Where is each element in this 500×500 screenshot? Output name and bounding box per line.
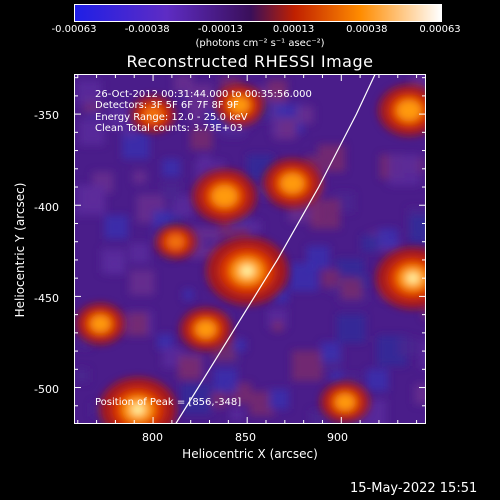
background-texture-cell	[420, 340, 426, 369]
background-texture-cell	[272, 321, 284, 332]
background-texture-cell	[75, 368, 89, 383]
y-tick-label: -350	[34, 109, 59, 122]
background-texture-cell	[291, 350, 323, 381]
emission-source	[406, 272, 420, 284]
background-texture-cell	[320, 342, 341, 362]
emission-source	[167, 234, 184, 249]
y-tick-label: -400	[34, 201, 59, 214]
background-texture-cell	[267, 79, 288, 100]
background-texture-cell	[361, 235, 379, 252]
background-texture-cell	[190, 127, 213, 150]
x-axis-label: Heliocentric X (arcsec)	[182, 447, 318, 461]
background-texture-cell	[109, 104, 133, 129]
colorbar-tick-label: 0.00038	[346, 24, 388, 35]
background-texture-cell	[268, 389, 289, 410]
background-texture-cell	[398, 337, 418, 357]
peak-position-text: Position of Peak = [856,-348]	[95, 397, 242, 408]
background-texture-cell	[152, 210, 172, 230]
background-texture-cell	[378, 228, 398, 249]
colorbar	[74, 4, 442, 22]
background-texture-cell	[248, 220, 262, 234]
background-texture-cell	[213, 368, 238, 393]
heatmap-plot	[74, 74, 426, 424]
timestamp: 15-May-2022 15:51	[350, 481, 478, 496]
background-texture-cell	[203, 237, 216, 249]
background-texture-cell	[366, 369, 389, 391]
background-texture-cell	[310, 410, 330, 424]
emission-source	[239, 264, 255, 277]
emission-source	[90, 315, 111, 332]
background-texture-cell	[321, 269, 340, 288]
y-axis-label: Heliocentric Y (arcsec)	[13, 182, 27, 318]
info-line-detectors: Detectors: 3F 5F 6F 7F 8F 9F	[95, 100, 239, 111]
emission-source	[131, 403, 145, 416]
background-texture-cell	[351, 420, 363, 424]
x-tick-label: 800	[142, 431, 163, 444]
emission-source	[211, 185, 238, 207]
info-line-energy: Energy Range: 12.0 - 25.0 keV	[95, 112, 248, 123]
background-texture-cell	[177, 357, 201, 380]
solar-limb-line	[175, 74, 376, 424]
background-texture-cell	[161, 183, 181, 202]
emission-source	[396, 100, 422, 121]
background-texture-cell	[162, 347, 183, 368]
background-texture-cell	[317, 144, 346, 172]
info-line-time: 26-Oct-2012 00:31:44.000 to 00:35:56.000	[95, 89, 312, 100]
background-texture-cell	[129, 270, 155, 295]
emission-source	[195, 320, 217, 338]
background-texture-cell	[295, 106, 314, 124]
background-texture-cell	[306, 245, 330, 269]
colorbar-gradient	[75, 5, 441, 21]
background-texture-cell	[230, 408, 244, 422]
plot-title: Reconstructed RHESSI Image	[126, 52, 374, 71]
background-texture-cell	[129, 243, 150, 264]
x-tick-label: 900	[327, 431, 348, 444]
emission-source	[144, 106, 162, 122]
background-texture-cell	[409, 215, 426, 244]
emission-source	[229, 96, 250, 114]
colorbar-unit-label: (photons cm⁻² s⁻¹ asec⁻²)	[195, 38, 325, 49]
colorbar-tick-label: -0.00063	[51, 24, 97, 35]
emission-source	[335, 393, 355, 411]
background-texture-cell	[157, 334, 174, 350]
background-texture-cell	[273, 117, 296, 140]
background-texture-cell	[105, 255, 125, 275]
background-texture-cell	[189, 109, 202, 123]
info-line-counts: Clean Total counts: 3.73E+03	[95, 123, 243, 134]
emission-source	[280, 173, 305, 194]
background-texture-cell	[186, 84, 213, 111]
background-texture-cell	[233, 338, 246, 352]
background-texture-cell	[337, 314, 366, 343]
background-texture-cell	[132, 170, 147, 184]
y-tick-label: -450	[34, 292, 59, 305]
background-texture-cell	[199, 154, 211, 167]
colorbar-tick-label: -0.00013	[197, 24, 243, 35]
background-texture-cell	[388, 154, 420, 186]
colorbar-tick-label: 0.00063	[419, 24, 461, 35]
background-texture-cell	[414, 384, 426, 405]
background-texture-cell	[310, 199, 341, 229]
background-texture-cell	[180, 383, 212, 414]
background-texture-cell	[79, 119, 105, 145]
background-texture-cell	[76, 80, 102, 105]
background-texture-cell	[104, 215, 129, 239]
background-texture-cell	[330, 371, 344, 385]
background-texture-cell	[74, 184, 106, 216]
background-texture-cell	[209, 391, 227, 408]
x-tick-label: 850	[235, 431, 256, 444]
background-texture-cell	[162, 158, 181, 177]
colorbar-tick-label: 0.00013	[272, 24, 315, 35]
background-texture-cell	[183, 289, 194, 300]
background-texture-cell	[124, 312, 148, 336]
colorbar-tick-label: -0.00038	[124, 24, 170, 35]
y-tick-label: -500	[34, 383, 59, 396]
background-texture-cell	[124, 125, 137, 138]
background-texture-cell	[341, 277, 363, 300]
